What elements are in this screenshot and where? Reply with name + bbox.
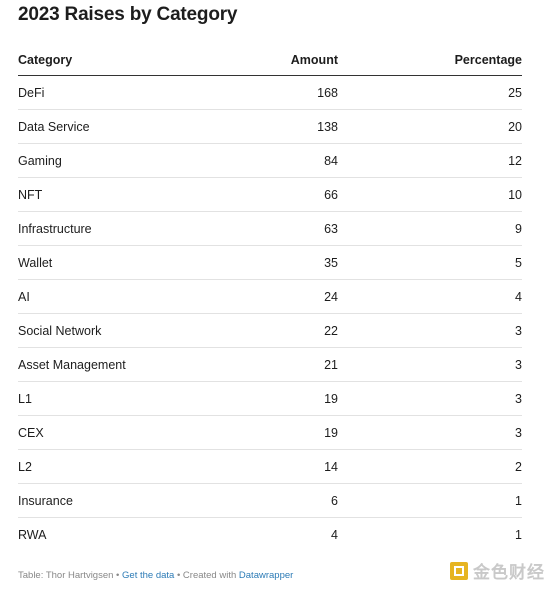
cell-percentage: 20	[338, 109, 522, 144]
table-row: Gaming 84 12	[18, 143, 522, 178]
watermark-text: 金色财经	[473, 563, 545, 582]
table-row: DeFi 168 25	[18, 75, 522, 110]
cell-percentage: 3	[338, 347, 522, 382]
cell-percentage: 10	[338, 177, 522, 212]
cell-amount: 4	[331, 527, 338, 542]
datawrapper-link[interactable]: Datawrapper	[238, 570, 294, 581]
table-row: RWA 4 1	[18, 518, 522, 552]
table-row: Infrastructure 63 9	[18, 211, 522, 246]
watermark: 金色财经	[449, 558, 545, 583]
footer-separator: •	[174, 570, 183, 581]
cell-amount: 84	[218, 143, 338, 178]
cell-percentage: 9	[338, 211, 522, 246]
cell-category: NFT	[18, 177, 218, 212]
cell-category: Infrastructure	[18, 211, 218, 246]
table-row: Wallet 35 5	[18, 245, 522, 280]
header-percentage[interactable]: Percentage	[338, 44, 522, 76]
cell-category: RWA	[18, 527, 47, 542]
table-row: L2 14 2	[18, 449, 522, 484]
cell-percentage: 3	[338, 381, 522, 416]
cell-amount: 19	[218, 381, 338, 416]
cell-amount: 66	[218, 177, 338, 212]
cell-category: Gaming	[18, 143, 218, 178]
cell-amount: 138	[218, 109, 338, 144]
raises-table: Category Amount Percentage DeFi 168 25 D…	[18, 44, 522, 551]
footer-separator: •	[113, 570, 123, 581]
cell-category: L1	[18, 381, 218, 416]
table-title: 2023 Raises by Category	[18, 4, 238, 25]
cell-percentage: 2	[338, 449, 522, 484]
golden-square-logo-icon	[450, 561, 468, 580]
get-data-link[interactable]: Get the data	[122, 570, 175, 581]
cell-percentage: 12	[338, 143, 522, 178]
cell-category: Insurance	[18, 483, 218, 518]
table-row: Data Service 138 20	[18, 109, 522, 144]
table-header-row: Category Amount Percentage	[18, 44, 522, 76]
cell-category: DeFi	[18, 75, 218, 110]
cell-amount: 24	[218, 279, 338, 314]
table-row: Social Network 22 3	[18, 313, 522, 348]
table-row: AI 24 4	[18, 279, 522, 314]
table-footer: Table: Thor Hartvigsen • Get the data • …	[18, 570, 293, 581]
created-with-text: Created with	[182, 570, 237, 581]
cell-percentage: 4	[338, 279, 522, 314]
table-row: NFT 66 10	[18, 177, 522, 212]
cell-category: Asset Management	[18, 347, 218, 382]
cell-amount: 63	[218, 211, 338, 246]
cell-category: CEX	[18, 415, 218, 450]
cell-category: Data Service	[18, 109, 218, 144]
table-row: CEX 19 3	[18, 415, 522, 450]
table-row: Asset Management 21 3	[18, 347, 522, 382]
cell-amount: 21	[218, 347, 338, 382]
cell-amount: 168	[218, 75, 338, 110]
cell-amount: 19	[218, 415, 338, 450]
cell-percentage: 1	[515, 527, 522, 542]
cell-percentage: 3	[338, 313, 522, 348]
header-amount[interactable]: Amount	[218, 44, 338, 76]
cell-percentage: 3	[338, 415, 522, 450]
cell-amount: 14	[218, 449, 338, 484]
table-row: L1 19 3	[18, 381, 522, 416]
cell-percentage: 25	[338, 75, 522, 110]
cell-category: Wallet	[18, 245, 218, 280]
cell-amount: 35	[218, 245, 338, 280]
source-credit: Table: Thor Hartvigsen	[18, 570, 114, 581]
table-row: Insurance 6 1	[18, 483, 522, 518]
cell-percentage: 1	[338, 483, 522, 518]
cell-percentage: 5	[338, 245, 522, 280]
cell-amount: 22	[218, 313, 338, 348]
cell-category: AI	[18, 279, 218, 314]
cell-category: L2	[18, 449, 218, 484]
header-category[interactable]: Category	[18, 44, 218, 76]
cell-amount: 6	[218, 483, 338, 518]
cell-category: Social Network	[18, 313, 218, 348]
